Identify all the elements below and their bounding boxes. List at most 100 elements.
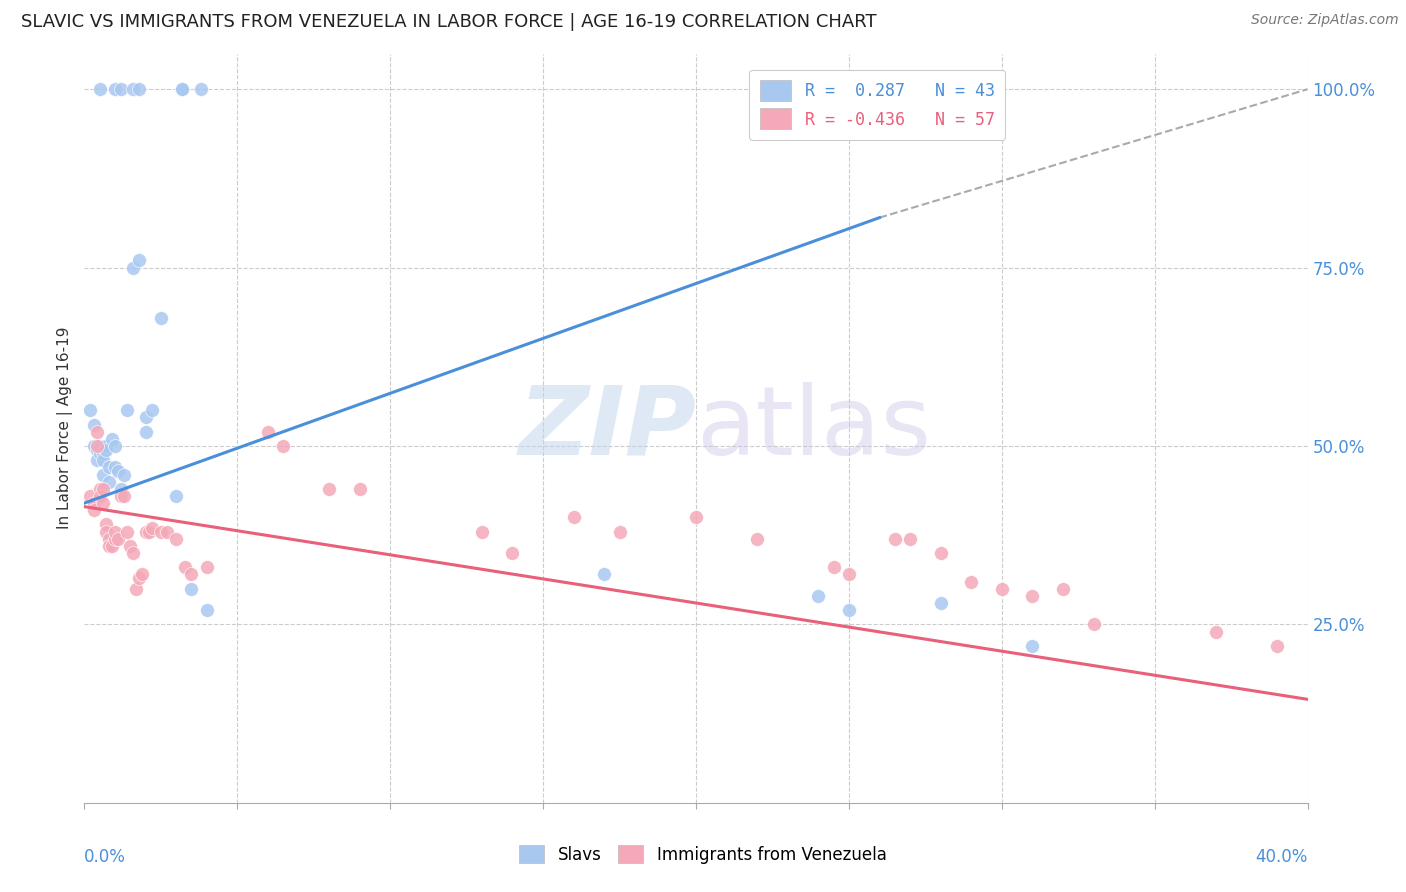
Point [1205,624,1227,639]
Point [94,439,117,453]
Text: 0.0%: 0.0% [84,847,127,866]
Point [86,442,108,457]
Point [79,403,101,417]
Point [172,82,194,96]
Point [471,524,494,539]
Text: atlas: atlas [696,382,931,475]
Point [86,425,108,439]
Point [1265,639,1288,653]
Text: SLAVIC VS IMMIGRANTS FROM VENEZUELA IN LABOR FORCE | AGE 16-19 CORRELATION CHART: SLAVIC VS IMMIGRANTS FROM VENEZUELA IN L… [21,13,877,31]
Point [1083,617,1105,632]
Text: Source: ZipAtlas.com: Source: ZipAtlas.com [1251,13,1399,28]
Point [101,539,124,553]
Point [131,567,153,582]
Point [195,603,218,617]
Point [112,489,135,503]
Point [125,582,148,596]
Point [94,524,117,539]
Point [135,425,157,439]
Point [112,467,135,482]
Point [91,467,114,482]
Point [115,403,138,417]
Point [562,510,585,524]
Point [128,82,150,96]
Point [883,532,905,546]
Point [929,546,952,560]
Point [1021,639,1043,653]
Point [271,439,294,453]
Point [110,82,132,96]
Point [180,567,202,582]
Point [91,446,114,460]
Point [156,524,179,539]
Point [101,432,124,446]
Point [122,546,145,560]
Point [838,567,860,582]
Point [172,82,194,96]
Point [91,453,114,467]
Point [120,539,142,553]
Point [135,410,157,425]
Point [83,417,105,432]
Point [115,524,138,539]
Point [79,489,101,503]
Point [104,439,127,453]
Point [91,496,114,510]
Point [83,439,105,453]
Point [685,510,707,524]
Point [747,532,769,546]
Point [149,524,172,539]
Point [104,524,127,539]
Text: ZIP: ZIP [517,382,696,475]
Point [257,425,280,439]
Point [94,442,117,457]
Point [86,453,108,467]
Point [128,253,150,268]
Point [165,489,187,503]
Point [502,546,524,560]
Point [83,503,105,517]
Point [107,532,129,546]
Point [180,582,202,596]
Point [91,482,114,496]
Point [89,439,111,453]
Point [97,532,120,546]
Point [104,460,127,475]
Point [89,446,111,460]
Point [609,524,631,539]
Point [195,560,218,574]
Point [83,496,105,510]
Point [128,571,150,585]
Point [97,460,120,475]
Point [141,403,163,417]
Point [141,521,163,535]
Legend: Slavs, Immigrants from Venezuela: Slavs, Immigrants from Venezuela [513,838,893,871]
Point [86,439,108,453]
Point [135,524,157,539]
Point [174,560,197,574]
Point [89,489,111,503]
Point [838,603,860,617]
Point [593,567,616,582]
Point [89,482,111,496]
Point [898,532,921,546]
Point [97,539,120,553]
Point [122,260,145,275]
Point [165,532,187,546]
Point [960,574,983,589]
Point [1052,582,1074,596]
Point [110,489,132,503]
Point [104,82,127,96]
Point [929,596,952,610]
Point [94,517,117,532]
Point [104,532,127,546]
Point [89,82,111,96]
Point [149,310,172,325]
Point [110,482,132,496]
Point [318,482,340,496]
Point [190,82,212,96]
Point [107,464,129,478]
Point [138,524,160,539]
Point [122,82,145,96]
Point [1021,589,1043,603]
